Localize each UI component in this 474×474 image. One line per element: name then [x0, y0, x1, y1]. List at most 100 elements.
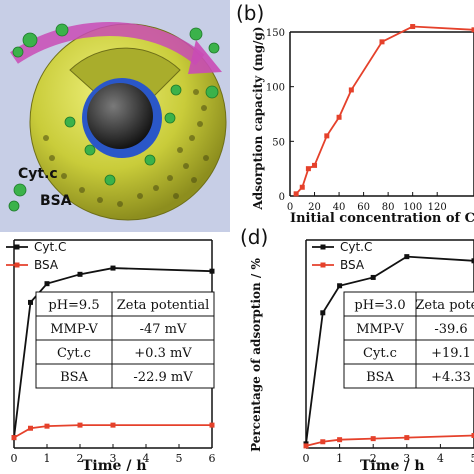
c-data-point	[11, 435, 17, 441]
panel-d-plot-area: 0 1 2 3 4 5 Cyt.C BSA pH=3.0 Zeta poten MMP-V -39.6…	[303, 239, 474, 465]
c-data-point	[77, 271, 83, 277]
label-bsa: BSA	[40, 193, 72, 209]
panel-d-ylabel: Percentage of adsorption / %	[249, 258, 263, 452]
b-y-tick-label: 50	[272, 137, 285, 148]
panel-d-label: (d)	[240, 225, 268, 249]
c-data-point	[209, 422, 215, 428]
panel-b: (b) 0 20 40 60 80 100 120 0 50 100 150 Adsorption …	[236, 1, 474, 226]
d-data-point	[370, 436, 376, 442]
c-data-point	[110, 265, 116, 271]
c-x-tick-label: 0	[11, 452, 18, 465]
b-y-tick-label: 100	[266, 83, 285, 94]
d-legend-marker	[320, 244, 326, 250]
c-x-tick-label: 3	[110, 452, 117, 465]
c-data-point	[77, 422, 83, 428]
d-table-cell: BSA	[366, 370, 394, 385]
b-data-point	[305, 166, 311, 172]
d-x-tick-label: 2	[370, 452, 377, 465]
b-series-line-0	[295, 25, 474, 195]
panel-b-xlabel: Initial concentration of Cyt. c	[290, 211, 474, 226]
b-x-tick-label: 100	[403, 202, 422, 213]
c-x-tick-label: 2	[77, 452, 84, 465]
c-data-point	[44, 423, 50, 429]
b-data-point	[410, 24, 416, 30]
adsorption-arrow-head	[188, 40, 222, 74]
b-y-tick-label: 0	[279, 192, 285, 203]
panel-a-illustration: Cyt.c BSA	[0, 0, 230, 232]
c-legend-marker	[14, 262, 20, 268]
c-table-cell: BSA	[60, 370, 88, 385]
d-data-point	[320, 439, 326, 445]
dark-core	[87, 83, 153, 149]
b-data-point	[324, 133, 330, 139]
c-x-tick-label: 5	[176, 452, 183, 465]
d-table-cell: pH=3.0	[354, 298, 405, 313]
c-table-cell: Cyt.c	[57, 346, 91, 361]
d-table-cell: Zeta poten	[415, 298, 474, 313]
protein-molecules	[8, 23, 220, 212]
b-x-tick-label: 20	[308, 202, 321, 213]
adsorption-arrow	[10, 22, 205, 66]
label-cytc: Cyt.c	[18, 166, 58, 182]
d-data-point	[471, 258, 474, 264]
b-data-point	[336, 114, 342, 120]
panel-d: (d) 0 1 2 3 4 5 Cyt.C BSA pH=3.0 Zeta poten MMP-V -…	[240, 225, 474, 474]
d-series-line-1	[305, 434, 474, 447]
c-table-cell: pH=9.5	[48, 298, 99, 313]
b-y-tick-label: 150	[266, 28, 285, 39]
b-x-tick-label: 60	[357, 202, 370, 213]
c-x-tick-label: 6	[209, 452, 216, 465]
panel-c: 0 1 2 3 4 5 6 Cyt.C BSA pH=9.5 Zeta potential MMP-V…	[6, 239, 216, 474]
c-data-point	[28, 425, 33, 431]
c-data-point	[44, 281, 50, 287]
c-table-cell: +0.3 mV	[134, 346, 192, 361]
d-legend-marker	[320, 262, 326, 268]
b-data-point	[379, 39, 385, 45]
c-table-cell: -22.9 mV	[133, 370, 193, 385]
d-data-point	[337, 437, 343, 443]
d-legend-label: BSA	[340, 258, 365, 272]
d-table-cell: -39.6	[434, 322, 467, 337]
d-data-point	[471, 433, 474, 439]
b-data-point	[312, 162, 318, 168]
c-x-tick-label: 4	[143, 452, 150, 465]
d-table-cell: +4.33	[431, 370, 471, 385]
d-data-point	[370, 274, 376, 280]
d-data-point	[404, 254, 410, 260]
d-data-point	[337, 283, 343, 289]
d-series-line-0	[305, 255, 474, 444]
b-data-point	[348, 87, 354, 93]
c-table-cell: -47 mV	[140, 322, 187, 337]
d-x-tick-label: 0	[303, 452, 310, 465]
c-table-cell: MMP-V	[50, 322, 98, 337]
c-series-line-1	[13, 424, 212, 439]
c-legend-label: Cyt.C	[34, 240, 66, 254]
sphere-pores	[43, 89, 209, 207]
c-legend-marker	[14, 244, 20, 250]
b-data-point	[293, 191, 299, 197]
b-x-tick-label: 0	[287, 202, 293, 213]
b-x-tick-label: 80	[382, 202, 395, 213]
panel-c-plot-area: 0 1 2 3 4 5 6 Cyt.C BSA pH=9.5 Zeta potential MMP-V…	[6, 239, 216, 465]
c-x-tick-label: 1	[44, 452, 51, 465]
d-x-tick-label: 4	[437, 452, 444, 465]
c-legend-label: BSA	[34, 258, 59, 272]
d-table-cell: +19.1	[431, 346, 471, 361]
b-data-point	[299, 184, 305, 190]
b-x-tick-label: 40	[333, 202, 346, 213]
d-x-tick-label: 3	[403, 452, 410, 465]
b-data-point	[471, 27, 474, 33]
panel-b-label: (b)	[236, 1, 264, 25]
d-data-point	[404, 435, 410, 441]
panel-b-ylabel: Adsorption capacity (mg/g)	[251, 26, 265, 210]
c-data-point	[110, 422, 116, 428]
panel-b-plot-area: 0 20 40 60 80 100 120 0 50 100 150	[266, 24, 474, 213]
c-series-line-0	[13, 267, 213, 438]
c-data-point	[28, 299, 33, 305]
d-table-cell: Cyt.c	[363, 346, 397, 361]
b-x-tick-label: 120	[428, 202, 447, 213]
d-x-tick-label: 1	[336, 452, 343, 465]
panel-d-xlabel: Time / h	[360, 458, 425, 474]
d-table-cell: MMP-V	[356, 322, 404, 337]
